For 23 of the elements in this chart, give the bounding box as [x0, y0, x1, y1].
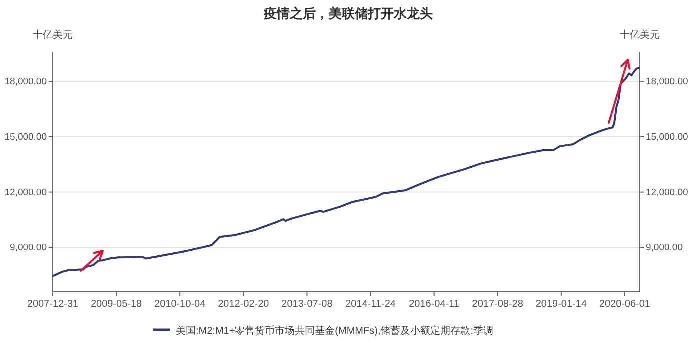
- x-tick-label: 2014-11-24: [346, 299, 396, 310]
- x-tick-label: 2010-10-04: [154, 299, 206, 310]
- y-tick-label: 18,000.00: [4, 76, 47, 88]
- y2-tick-label: 12,000.00: [646, 187, 688, 198]
- x-tick-label: 2013-07-08: [282, 299, 334, 310]
- x-tick-label: 2009-05-18: [90, 299, 143, 310]
- y-tick-label: 15,000.00: [4, 132, 47, 143]
- y-axis-title: 十亿美元: [33, 29, 73, 41]
- x-tick-label: 2012-02-20: [218, 299, 270, 310]
- y-tick-label: 12,000.00: [4, 187, 47, 198]
- x-tick-label: 2016-04-11: [409, 299, 460, 310]
- chart-title: 疫情之后，美联储打开水龙头: [263, 6, 433, 21]
- line-series: [52, 67, 640, 278]
- x-tick-label: 2019-01-14: [536, 299, 588, 310]
- y2-tick-label: 9,000.00: [646, 242, 683, 254]
- y-tick-label: 9,000.00: [10, 242, 47, 254]
- x-tick-label: 2017-08-28: [472, 299, 524, 310]
- y2-tick-label: 15,000.00: [646, 132, 688, 143]
- y2-tick-label: 18,000.00: [646, 76, 688, 88]
- x-tick-label: 2020-06-01: [599, 299, 652, 310]
- legend-label: 美国:M2:M1+零售货币市场共同基金(MMMFs),储蓄及小额定期存款:季调: [176, 325, 494, 337]
- x-tick-label: 2007-12-31: [27, 299, 80, 310]
- y2-axis-title: 十亿美元: [620, 29, 660, 41]
